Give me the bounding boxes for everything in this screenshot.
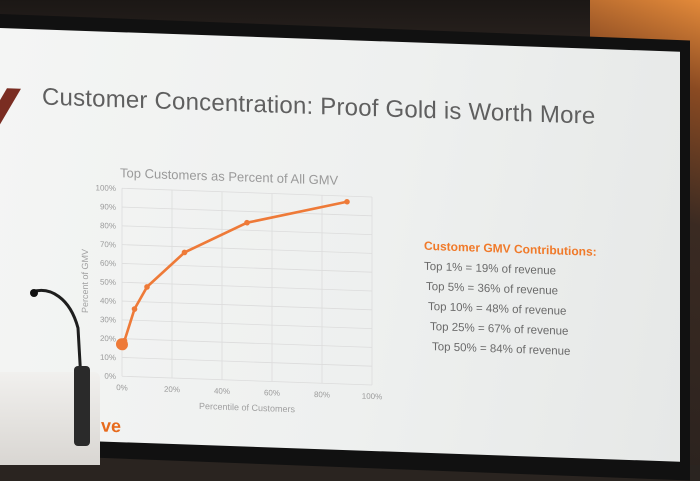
y-tick-label: 100% [96, 183, 116, 193]
gridline-horizontal [122, 244, 372, 254]
gridline-horizontal [122, 187, 372, 198]
gridline-horizontal [122, 338, 372, 348]
y-tick-label: 70% [100, 240, 116, 250]
gridline-horizontal [122, 300, 372, 311]
x-tick-label: 40% [214, 386, 230, 396]
y-axis-title: Percent of GMV [80, 249, 90, 313]
data-point [344, 198, 350, 205]
y-tick-label: 30% [100, 315, 116, 325]
y-tick-label: 10% [100, 353, 116, 363]
x-tick-label: 80% [314, 390, 330, 400]
x-tick-label: 20% [164, 385, 180, 395]
microphone-stand [74, 366, 90, 446]
y-tick-label: 0% [104, 372, 116, 381]
x-tick-label: 0% [116, 383, 128, 392]
gridline-horizontal [122, 225, 372, 235]
gridline-horizontal [122, 263, 372, 273]
projector-screen: Customer Concentration: Proof Gold is Wo… [0, 28, 680, 462]
gridline-horizontal [122, 319, 372, 329]
data-point [244, 219, 250, 226]
microphone-gooseneck [30, 289, 84, 398]
y-tick-label: 80% [100, 221, 116, 231]
y-tick-label: 40% [100, 296, 116, 306]
data-point [181, 249, 188, 256]
chart-canvas: 0% 10% 20% 30% 40% 50% 60% 70% 80% 90% 100% 0% 20% 40… [80, 183, 382, 414]
data-point [121, 337, 128, 344]
gridline-horizontal [122, 281, 372, 292]
data-point [131, 306, 138, 312]
x-tick-label: 60% [264, 388, 280, 398]
y-tick-label: 90% [100, 202, 116, 212]
data-point [144, 284, 150, 290]
y-tick-label: 60% [100, 259, 116, 269]
x-axis-title: Percentile of Customers [199, 401, 296, 414]
y-tick-label: 20% [100, 334, 116, 344]
gridline-horizontal [122, 357, 372, 367]
gridline-horizontal [122, 375, 372, 386]
y-tick-label: 50% [100, 277, 116, 287]
x-tick-label: 100% [362, 392, 382, 402]
series-line [120, 200, 348, 346]
gridline-horizontal [122, 206, 372, 217]
